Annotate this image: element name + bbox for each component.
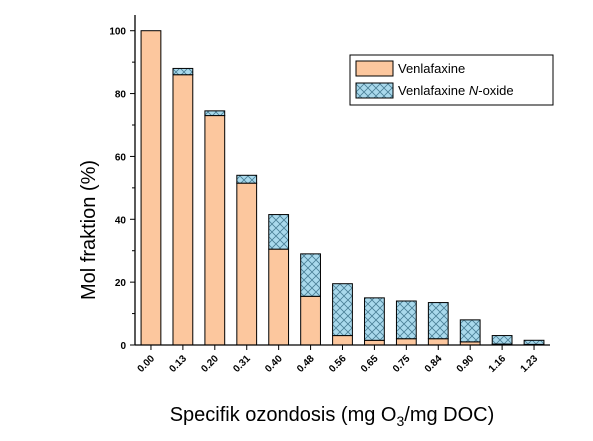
y-tick-label-0: 0 [120, 341, 126, 352]
legend-swatch-venlafaxine [355, 60, 394, 77]
bar-venlafaxine-0.31 [236, 182, 258, 346]
x-tick-label-1.16: 1.16 [487, 353, 509, 375]
bar-venlafaxine-n-oxide-0.48 [300, 253, 321, 297]
legend-label-n-oxide: Venlafaxine N-oxide [398, 83, 514, 98]
bar-venlafaxine-n-oxide-0.90 [459, 319, 481, 343]
x-tick-label-0.13: 0.13 [167, 353, 189, 375]
bar-venlafaxine-0.84 [427, 338, 449, 346]
bar-venlafaxine-0.75 [395, 338, 417, 346]
bar-venlafaxine-n-oxide-1.16 [491, 335, 513, 345]
x-tick-label-1.23: 1.23 [519, 353, 541, 375]
x-tick-label-0.31: 0.31 [231, 353, 253, 375]
bar-venlafaxine-0.00 [140, 30, 162, 346]
bar-venlafaxine-0.40 [268, 248, 290, 346]
y-tick-label-100: 100 [109, 27, 126, 38]
x-tick-label-0.65: 0.65 [359, 353, 381, 375]
x-tick-label-0.84: 0.84 [423, 353, 445, 375]
bar-venlafaxine-0.48 [300, 295, 321, 346]
bar-venlafaxine-n-oxide-0.13 [172, 67, 194, 76]
legend-swatch-n-oxide [355, 82, 394, 99]
x-tick-label-0.48: 0.48 [295, 353, 317, 375]
x-tick-label-0.56: 0.56 [327, 353, 349, 375]
bar-venlafaxine-0.56 [332, 335, 353, 346]
legend: Venlafaxine Venlafaxine N-oxide [349, 54, 554, 106]
x-tick-label-0.20: 0.20 [199, 353, 221, 375]
bar-venlafaxine-n-oxide-0.56 [332, 283, 353, 337]
x-tick-label-0.00: 0.00 [136, 353, 158, 375]
bar-venlafaxine-n-oxide-0.65 [364, 297, 385, 341]
x-tick-label-0.90: 0.90 [455, 353, 477, 375]
x-tick-label-0.40: 0.40 [263, 353, 285, 375]
bar-venlafaxine-0.20 [204, 115, 226, 346]
bar-venlafaxine-n-oxide-0.40 [268, 214, 290, 250]
y-tick-label-20: 20 [115, 278, 127, 289]
y-tick-label-80: 80 [115, 90, 127, 101]
y-axis-title: Mol fraktion (%) [78, 160, 100, 300]
bar-venlafaxine-n-oxide-0.20 [204, 110, 226, 117]
legend-label-venlafaxine: Venlafaxine [398, 61, 465, 76]
x-axis-title: Specifik ozondosis (mg O3/mg DOC) [170, 404, 495, 429]
bars-layer [140, 30, 545, 346]
bar-venlafaxine-0.13 [172, 74, 194, 346]
y-tick-label-40: 40 [115, 215, 127, 226]
bar-venlafaxine-n-oxide-0.75 [395, 300, 417, 340]
bar-venlafaxine-n-oxide-0.84 [427, 302, 449, 340]
bar-venlafaxine-n-oxide-1.23 [523, 339, 545, 345]
x-tick-label-0.75: 0.75 [391, 353, 413, 375]
bar-venlafaxine-0.65 [364, 339, 385, 346]
bar-venlafaxine-n-oxide-0.31 [236, 174, 258, 184]
y-tick-label-60: 60 [115, 152, 127, 163]
